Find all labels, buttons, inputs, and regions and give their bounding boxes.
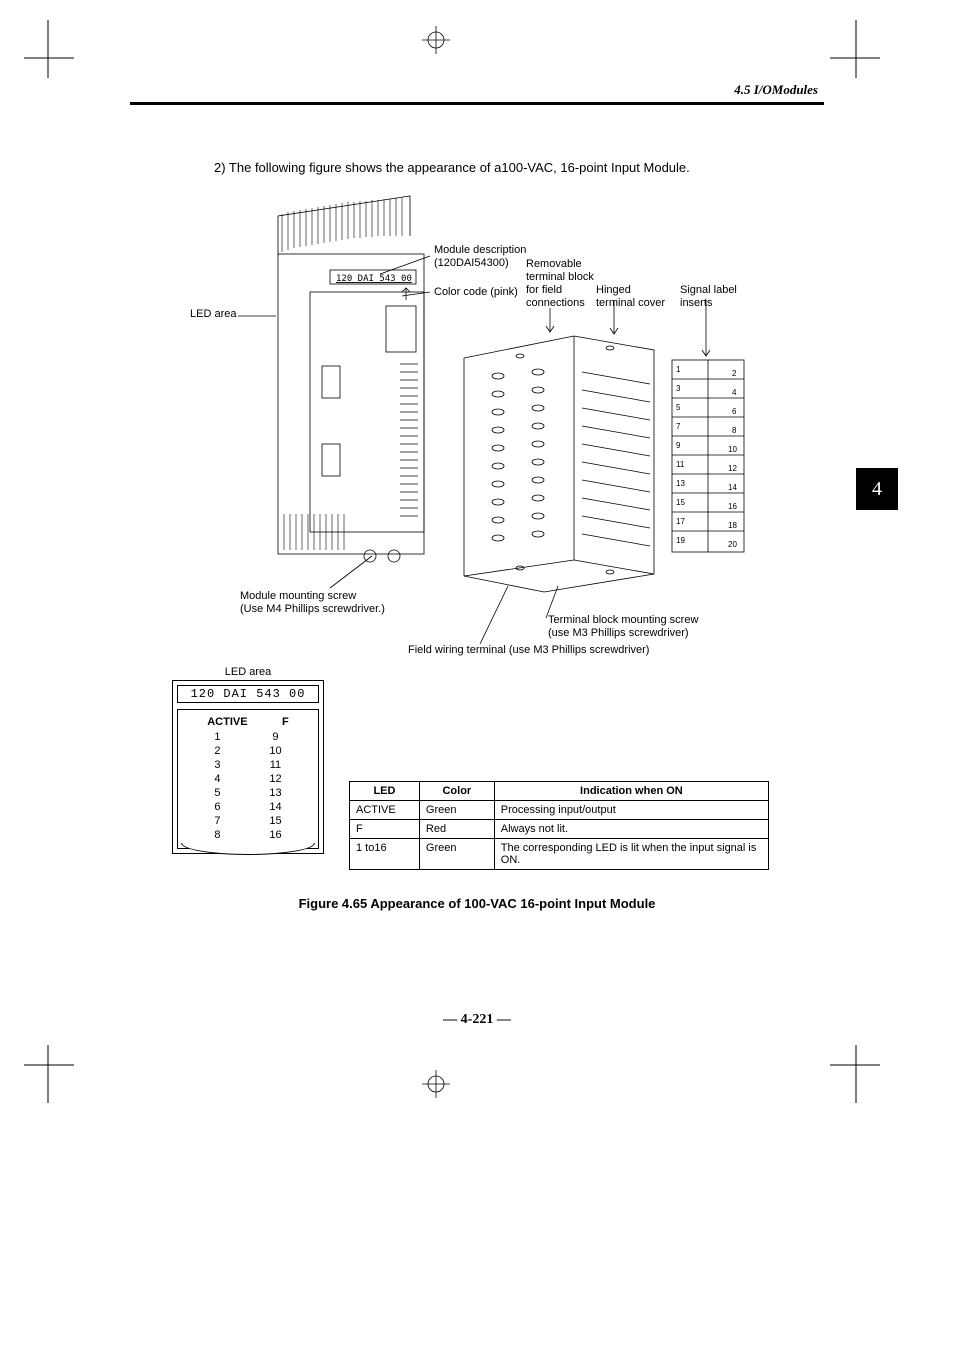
figure-caption: Figure 4.65 Appearance of 100-VAC 16-poi…: [0, 896, 954, 911]
led-col-2: 9101112 13141516: [269, 730, 281, 842]
callout-removable: Removableterminal blockfor fieldconnecti…: [526, 258, 594, 310]
crop-mark-bl: [24, 1043, 84, 1103]
callout-field-wiring: Field wiring terminal (use M3 Phillips s…: [408, 644, 649, 657]
crosshair-bottom: [422, 1070, 450, 1098]
led-area-title: LED area: [172, 666, 324, 680]
table-row: ACTIVEGreenProcessing input/output: [350, 801, 769, 820]
led-table: LED Color Indication when ON ACTIVEGreen…: [349, 781, 769, 870]
crosshair-top: [422, 26, 450, 54]
callout-mount: Module mounting screw(Use M4 Phillips sc…: [240, 590, 385, 616]
callout-signal: Signal labelinserts: [680, 284, 737, 310]
callout-led-area: LED area: [190, 308, 236, 321]
crop-mark-tr: [820, 20, 880, 80]
intro-text: 2) The following figure shows the appear…: [214, 160, 690, 175]
callout-color-code: Color code (pink): [434, 286, 518, 299]
table-row: FRedAlways not lit.: [350, 820, 769, 839]
led-hdr-f: F: [282, 716, 289, 728]
header-section: 4.5 I/OModules: [734, 82, 818, 98]
led-grid: ACTIVE F 1234 5678 9101112 13141516: [177, 709, 319, 849]
table-row: 1 to16GreenThe corresponding LED is lit …: [350, 839, 769, 870]
crop-mark-tl: [24, 20, 84, 80]
page-number: — 4-221 —: [0, 1012, 954, 1028]
callout-hinged: Hingedterminal cover: [596, 284, 665, 310]
header-rule: [130, 102, 824, 105]
chapter-tab: 4: [856, 468, 898, 510]
figure-diagram: 120 DAI 543 00: [176, 192, 752, 632]
led-hdr-active: ACTIVE: [207, 716, 247, 728]
led-area-panel: LED area 120 DAI 543 00 ACTIVE F 1234 56…: [172, 666, 324, 854]
crop-mark-br: [820, 1043, 880, 1103]
led-table-header: LED Color Indication when ON: [350, 782, 769, 801]
led-area-id: 120 DAI 543 00: [177, 685, 319, 703]
callout-module-desc: Module description(120DAI54300): [434, 244, 526, 270]
callout-term-screw: Terminal block mounting screw(use M3 Phi…: [548, 614, 698, 640]
led-col-1: 1234 5678: [214, 730, 220, 842]
